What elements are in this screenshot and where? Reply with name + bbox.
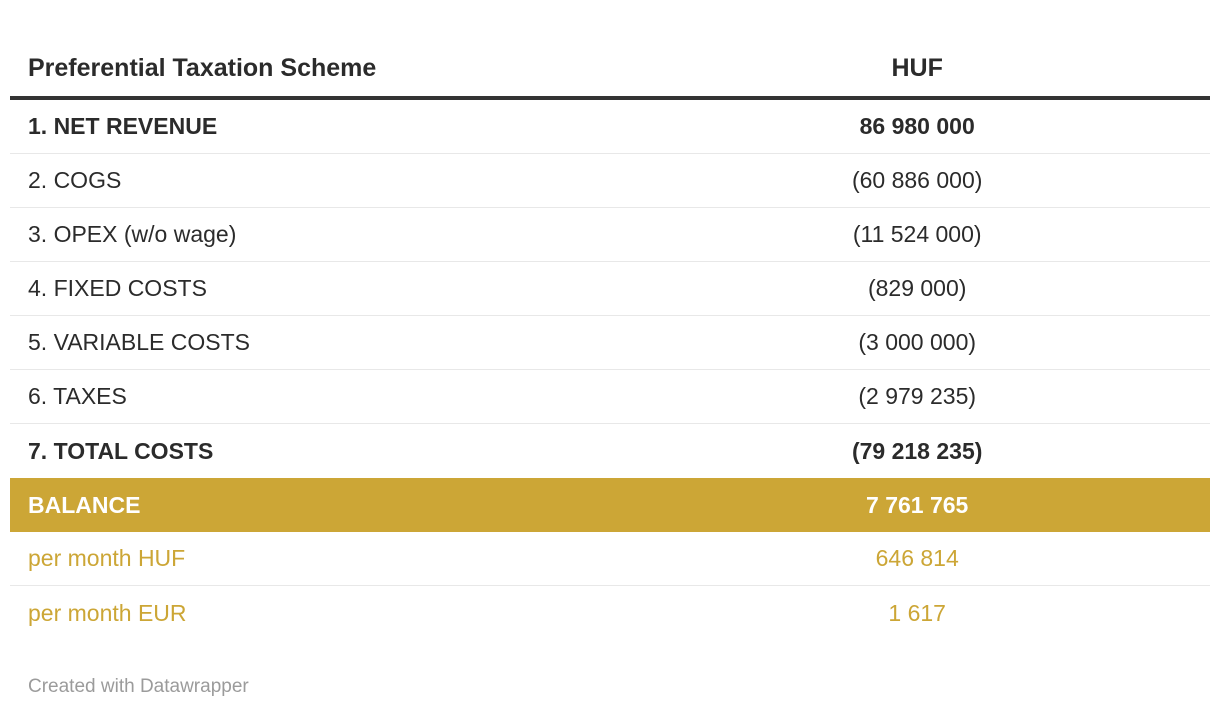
row-value: 7 761 765 [866, 491, 969, 518]
table-row-net-revenue: 1. NET REVENUE 86 980 000 [10, 100, 1210, 154]
row-value: (3 000 000) [858, 329, 977, 355]
row-value: (79 218 235) [851, 437, 983, 464]
table-row-per-month-huf: per month HUF 646 814 [10, 532, 1210, 586]
row-label: 3. OPEX (w/o wage) [28, 221, 237, 247]
row-label: per month HUF [28, 545, 186, 571]
row-value: (829 000) [867, 275, 967, 301]
table-row-balance: BALANCE 7 761 765 [10, 478, 1210, 532]
column-header-scheme: Preferential Taxation Scheme [28, 53, 377, 82]
column-header-huf: HUF [891, 53, 943, 82]
table-row-fixed-costs: 4. FIXED COSTS (829 000) [10, 262, 1210, 316]
row-label: 5. VARIABLE COSTS [28, 329, 250, 355]
row-label: BALANCE [28, 491, 141, 518]
table-row-taxes: 6. TAXES (2 979 235) [10, 370, 1210, 424]
table-row-variable-costs: 5. VARIABLE COSTS (3 000 000) [10, 316, 1210, 370]
table-row-cogs: 2. COGS (60 886 000) [10, 154, 1210, 208]
row-value: (60 886 000) [851, 167, 983, 193]
row-label: per month EUR [28, 599, 187, 626]
datawrapper-credit-link[interactable]: Created with Datawrapper [28, 676, 249, 697]
row-value: (11 524 000) [852, 221, 982, 247]
table-row-per-month-eur: per month EUR 1 617 [10, 586, 1210, 640]
taxation-table: Preferential Taxation Scheme HUF 1. NET … [10, 40, 1210, 640]
row-value: (2 979 235) [858, 383, 977, 409]
row-label: 4. FIXED COSTS [28, 275, 207, 301]
row-value: 86 980 000 [859, 113, 975, 139]
row-value: 1 617 [888, 599, 946, 626]
table-header-row: Preferential Taxation Scheme HUF [10, 40, 1210, 100]
row-label: 6. TAXES [28, 383, 127, 409]
row-label: 1. NET REVENUE [28, 113, 218, 139]
row-label: 7. TOTAL COSTS [28, 437, 214, 464]
table-row-total-costs: 7. TOTAL COSTS (79 218 235) [10, 424, 1210, 478]
row-value: 646 814 [875, 545, 959, 571]
row-label: 2. COGS [28, 167, 122, 193]
table-row-opex: 3. OPEX (w/o wage) (11 524 000) [10, 208, 1210, 262]
